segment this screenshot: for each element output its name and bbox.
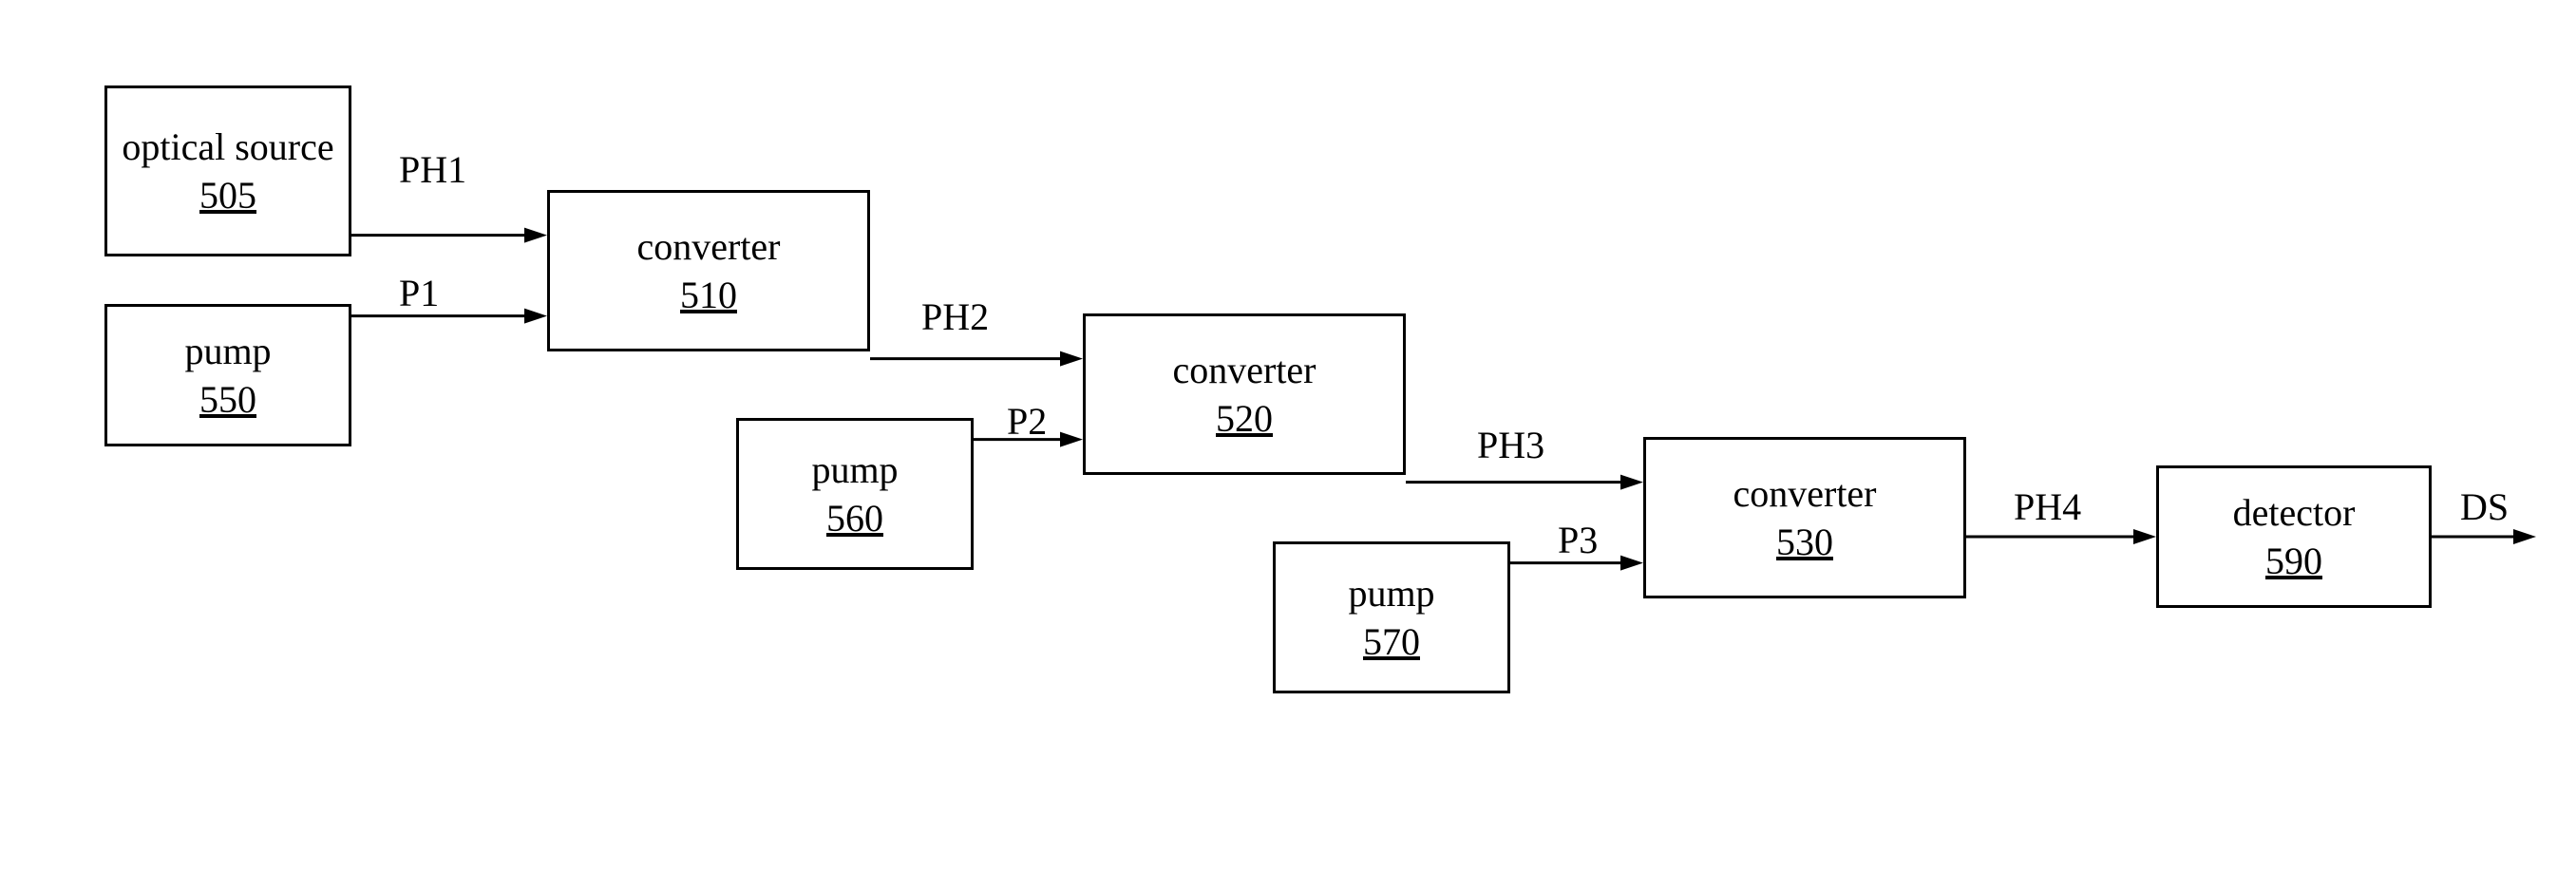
node-label: pump <box>811 448 898 492</box>
node-converter-520: converter 520 <box>1083 313 1406 475</box>
edge-label: P2 <box>1007 399 1047 444</box>
edge-label: DS <box>2460 484 2509 529</box>
node-label: pump <box>1348 572 1434 616</box>
node-label: converter <box>636 225 780 269</box>
node-pump-560: pump 560 <box>736 418 974 570</box>
node-ref: 590 <box>2265 539 2322 583</box>
node-converter-510: converter 510 <box>547 190 870 351</box>
node-ref: 505 <box>199 173 256 218</box>
node-pump-550: pump 550 <box>104 304 351 446</box>
node-label: converter <box>1733 472 1876 516</box>
node-ref: 530 <box>1776 520 1833 564</box>
node-pump-570: pump 570 <box>1273 541 1510 693</box>
diagram-canvas: optical source 505 pump 550 converter 51… <box>0 0 2576 891</box>
node-ref: 570 <box>1363 619 1420 664</box>
node-ref: 510 <box>680 273 737 317</box>
edge-label: P1 <box>399 271 439 315</box>
node-converter-530: converter 530 <box>1643 437 1966 598</box>
node-optical-source: optical source 505 <box>104 85 351 256</box>
edge-label: PH4 <box>2014 484 2081 529</box>
edge-label: PH3 <box>1477 423 1544 467</box>
node-label: pump <box>184 330 271 373</box>
node-label: converter <box>1172 349 1316 392</box>
node-ref: 520 <box>1216 396 1273 441</box>
edge-label: PH2 <box>921 294 989 339</box>
node-label: detector <box>2233 491 2356 535</box>
edge-label: PH1 <box>399 147 466 192</box>
node-ref: 550 <box>199 377 256 422</box>
edge-label: P3 <box>1558 518 1598 562</box>
node-label: optical source <box>122 125 333 169</box>
node-detector-590: detector 590 <box>2156 465 2432 608</box>
node-ref: 560 <box>826 496 883 540</box>
